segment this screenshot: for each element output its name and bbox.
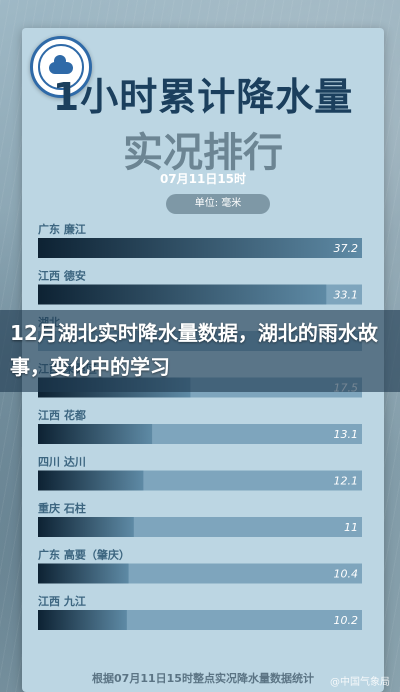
bar-category-label: 广东 高要（肇庆） <box>38 548 130 562</box>
bar-value-label: 11 <box>344 521 358 534</box>
bar-category-label: 江西 九江 <box>38 594 86 608</box>
bar <box>38 284 327 305</box>
bar-category-label: 重庆 石柱 <box>38 501 86 515</box>
bar <box>38 563 129 584</box>
bar-value-label: 37.2 <box>334 242 359 255</box>
bar-category-label: 江西 花都 <box>38 408 86 422</box>
source-watermark: @中国气象局 <box>330 677 390 688</box>
bar-value-label: 13.1 <box>334 428 359 441</box>
meteorological-administration-logo-icon <box>30 36 92 98</box>
bar-value-label: 10.2 <box>334 614 359 627</box>
bar-value-label: 12.1 <box>334 475 359 488</box>
bar-category-label: 广东 廉江 <box>38 222 86 236</box>
bar <box>38 610 127 630</box>
headline-band <box>0 310 400 392</box>
bar-category-label: 四川 达川 <box>38 455 86 469</box>
bar-category-label: 江西 德安 <box>38 269 86 283</box>
bar-value-label: 33.1 <box>334 289 359 302</box>
data-source-footnote: 根据07月11日15时整点实况降水量数据统计 <box>92 672 314 685</box>
poster-subtitle: 实况排行 <box>123 130 283 176</box>
poster-title: 1小时累计降水量 <box>52 75 354 119</box>
bar-value-label: 10.4 <box>334 568 359 581</box>
poster-date: 07月11日15时 <box>159 172 247 186</box>
bar <box>38 517 134 537</box>
bar <box>38 424 153 444</box>
article-headline: 12月湖北实时降水量数据，湖北的雨水故事，变化中的学习 <box>10 321 378 379</box>
bar <box>38 470 144 491</box>
unit-badge: 单位: 毫米 <box>166 194 270 214</box>
bar <box>38 238 362 258</box>
